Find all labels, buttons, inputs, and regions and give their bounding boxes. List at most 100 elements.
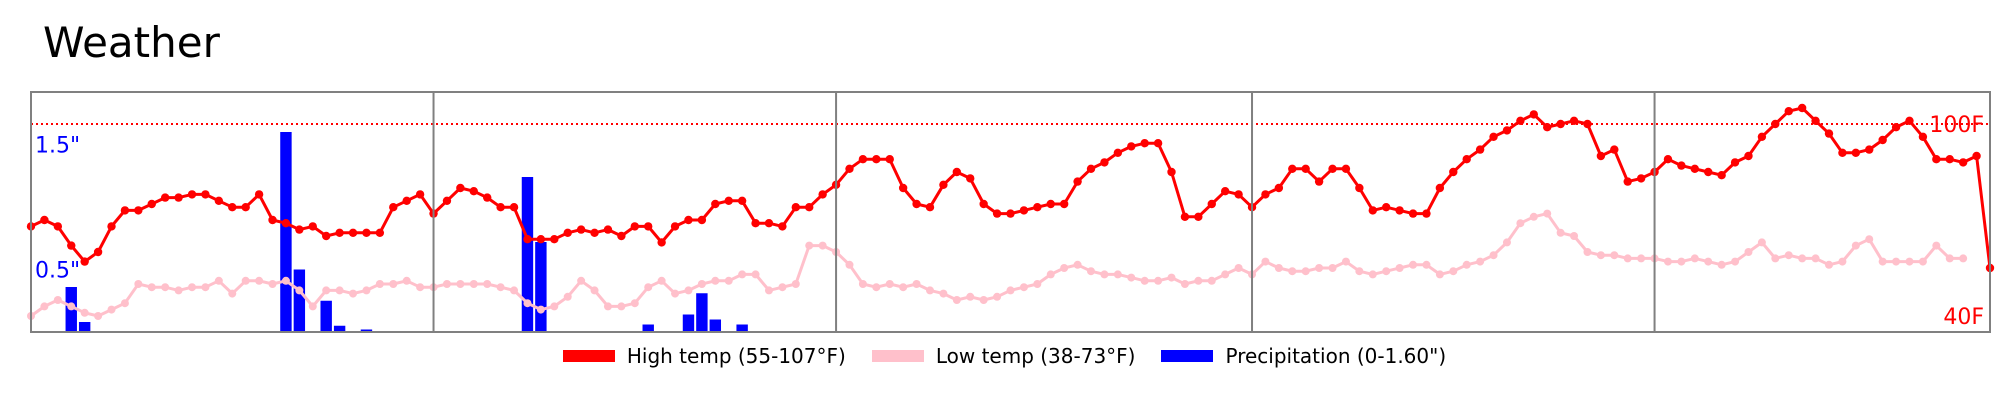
high-temp-point [1234,190,1243,199]
precip-bar [333,325,346,332]
high-temp-point [281,219,291,228]
low-temp-point [1610,251,1619,260]
low-temp-point [1328,264,1337,272]
low-temp-point [1073,260,1082,269]
high-temp-point [1462,155,1471,164]
precipitation-bars [65,132,748,332]
low-temp-point [751,270,760,279]
high-temp-point [1368,206,1377,215]
high-temp-point [630,222,640,231]
low-temp-point [550,302,559,311]
high-temp-point [858,155,868,164]
low-temp-point [1731,257,1740,266]
high-temp-point [1033,203,1042,212]
high-temp-point [254,190,264,199]
precip-bar [709,319,722,332]
high-temp-point [644,222,653,231]
high-temp-point [1395,206,1404,215]
low-temp-point [416,283,425,292]
low-temp-point [268,280,277,288]
low-temp-point [979,296,988,304]
low-temp-point [1757,238,1766,247]
high-temp-point [1381,203,1391,212]
low-temp-point [1315,264,1324,272]
high-temp-point [1529,110,1538,119]
low-temp-point [1824,260,1833,269]
high-temp-point [1167,167,1176,177]
high-temp-point [1314,177,1324,186]
low-temp-point [1060,264,1069,272]
high-temp-point [1046,199,1055,209]
high-temp-point [523,235,532,244]
high-temp-point [1113,148,1123,157]
low-temp-point [1771,254,1780,263]
low-temp-point [1382,267,1391,276]
low-temp-point [1556,228,1565,237]
low-temp-point [375,280,384,288]
high-temp-point [1744,151,1753,161]
precip-lower-label: 0.5" [35,259,80,284]
high-temp-point [308,222,317,231]
high-temp-point [93,247,103,257]
high-temp-point [214,196,224,205]
high-temp-point [1704,167,1713,177]
low-temp-point [1851,241,1860,250]
legend-swatch-precip [1161,350,1214,362]
plot-border [30,91,1991,333]
high-temp-point [550,235,559,244]
high-temp-point [1690,164,1700,173]
low-temp-point [402,276,411,285]
high-temp-point [228,203,237,212]
high-temp-point [657,238,666,247]
high-temp-point [1274,183,1284,193]
low-temp-point [899,283,908,292]
high-temp-point [134,206,143,215]
low-temp-point [1046,270,1055,279]
low-temp-point [1690,254,1699,263]
high-temp-point [1838,148,1847,157]
high-temp-point [1945,155,1954,164]
high-temp-point [1475,145,1485,154]
high-temp-point [737,196,747,205]
low-temp-point [1409,260,1418,269]
low-temp-point [1476,257,1485,266]
high-temp-point [1717,171,1726,180]
low-temp-point [1221,270,1230,279]
legend: High temp (55-107°F) Low temp (38-73°F) … [0,344,2009,368]
high-temp-point [469,187,478,196]
high-temp-point [375,228,385,237]
high-temp-point [778,222,787,231]
temp-lower-label: 40F [1943,305,1984,330]
high-temp-point [925,203,935,212]
high-temp-point [442,196,452,205]
precip-bar [696,293,708,332]
high-temp-point [992,209,1002,218]
high-temp-point [1100,158,1109,167]
high-temp-point [818,190,827,199]
low-temp-point [40,302,49,311]
low-temp-point [1261,257,1270,266]
low-temp-point [1570,232,1579,240]
high-temp-point [1140,139,1149,148]
legend-label-low: Low temp (38-73°F) [935,344,1136,368]
low-temp-point [1100,270,1109,279]
high-temp-point [1422,209,1431,218]
high-temp-point [1288,164,1297,173]
high-temp-point [791,203,801,212]
low-temp-point [1663,257,1672,266]
legend-swatch-low [871,350,924,362]
high-temp-point [268,215,277,225]
low-temp-point [764,286,773,295]
low-temp-point [778,283,787,292]
low-temp-point [1288,267,1297,276]
low-temp-point [1462,260,1471,269]
high-temp-point [1194,212,1203,221]
high-temp-point [872,155,881,164]
low-temp-point [214,276,223,285]
low-temp-point [738,270,747,279]
high-temp-point [1905,116,1914,126]
low-temp-point [993,292,1002,301]
low-temp-point [1033,280,1042,288]
low-temp-point [295,286,304,295]
low-temp-point [630,299,639,308]
